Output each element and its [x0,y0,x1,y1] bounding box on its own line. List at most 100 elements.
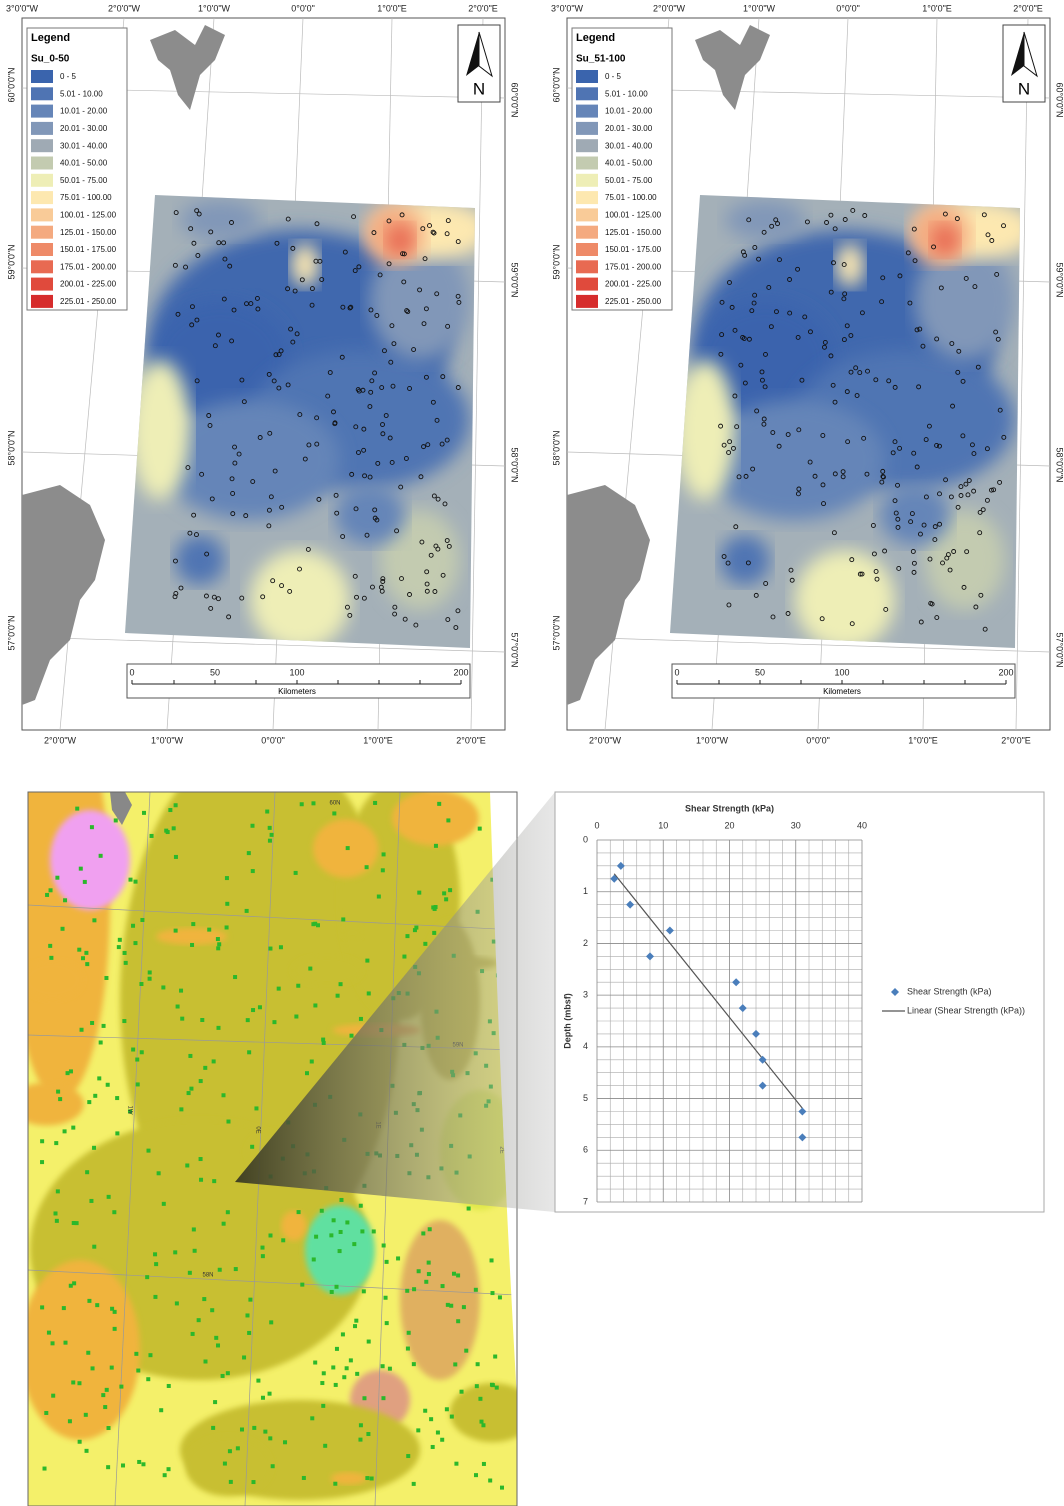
x-tick-label: 30 [791,820,801,830]
lon-label: 1°0'0"W [696,735,729,745]
sample-point [831,530,837,536]
sample-point [166,1383,171,1388]
sample-point [349,1033,354,1038]
sample-point [961,584,967,590]
sample-point [296,1210,301,1215]
sample-point [842,291,848,297]
sample-point [294,331,300,337]
sample-point [727,280,732,285]
data-point [626,900,635,909]
sample-point [789,577,795,583]
sample-point [356,264,362,270]
sample-point [229,338,235,344]
sample-point [473,1473,478,1478]
legend-swatch [31,294,53,308]
sample-point [190,942,195,947]
sample-point [333,1481,338,1486]
sample-point [98,1040,103,1045]
sample-point [112,1210,117,1215]
sample-point [178,585,184,591]
map-zone [185,1436,272,1497]
sample-point [340,1332,345,1337]
sample-point [265,809,270,814]
sample-point [379,588,385,594]
sample-point [923,437,929,443]
sample-point [386,218,392,224]
sample-point [315,923,320,928]
sample-point [446,543,452,549]
sample-point [189,322,195,328]
sample-point [314,415,320,421]
sample-point [864,471,870,477]
sample-point [795,491,801,497]
sample-point [387,1366,392,1371]
sample-point [288,326,294,332]
sample-point [77,1381,82,1386]
sample-point [40,1305,45,1310]
sample-point [384,1259,389,1264]
legend-label: 225.01 - 250.00 [60,297,117,306]
sample-point [426,1272,431,1277]
lon-label: 1°0'0"E [363,735,393,745]
sample-point [381,852,386,857]
lat-label: 60°0'0"N [1055,82,1064,117]
sample-point [731,445,736,451]
sample-point [216,1343,221,1348]
sample-point [958,493,964,498]
data-point [616,861,625,870]
sample-point [880,275,886,281]
sample-point [215,937,220,942]
sample-point [45,892,50,897]
north-arrow [466,32,479,76]
sample-point [352,1242,357,1247]
sample-point [969,442,975,448]
sample-point [413,622,419,628]
sample-point [384,1321,389,1326]
sample-point [87,1100,92,1105]
north-label: N [473,79,485,98]
map-zone [342,925,363,940]
sample-point [423,306,429,312]
sample-point [848,333,854,338]
sample-point [270,578,276,584]
sample-point [481,1423,486,1428]
sample-point [437,801,442,806]
sample-point [750,466,756,472]
sample-point [268,494,274,500]
sample-point [323,1443,328,1448]
sample-point [146,1377,151,1382]
sample-point [749,308,755,314]
scale-unit: Kilometers [823,687,861,696]
sample-point [168,808,173,813]
sample-point [407,386,412,391]
sample-point [401,251,407,257]
sample-point [905,250,911,256]
sample-point [955,504,961,510]
sample-point [185,465,191,471]
sample-point [997,407,1003,413]
legend-label: 75.01 - 100.00 [60,193,112,202]
sample-point [241,399,247,405]
sample-point [405,1346,410,1351]
sample-point [479,1419,484,1424]
sample-point [347,612,353,618]
sample-point [273,352,279,358]
lat-label: 59°0'0"N [551,244,561,279]
sample-point [870,523,876,528]
sample-point [880,473,886,479]
sample-point [389,323,395,329]
lon-label: 1°0'0"W [198,3,231,13]
sample-point [917,326,923,332]
sample-point [445,218,451,224]
legend-swatch [31,121,53,135]
sample-point [194,317,200,323]
sample-point [239,1427,244,1432]
sample-point [819,616,825,622]
sample-point [372,370,378,376]
sample-point [314,1234,319,1239]
sample-point [406,1330,411,1335]
sample-point [290,339,296,345]
sample-point [83,1412,88,1417]
lon-label: 2°0'0"W [44,735,77,745]
